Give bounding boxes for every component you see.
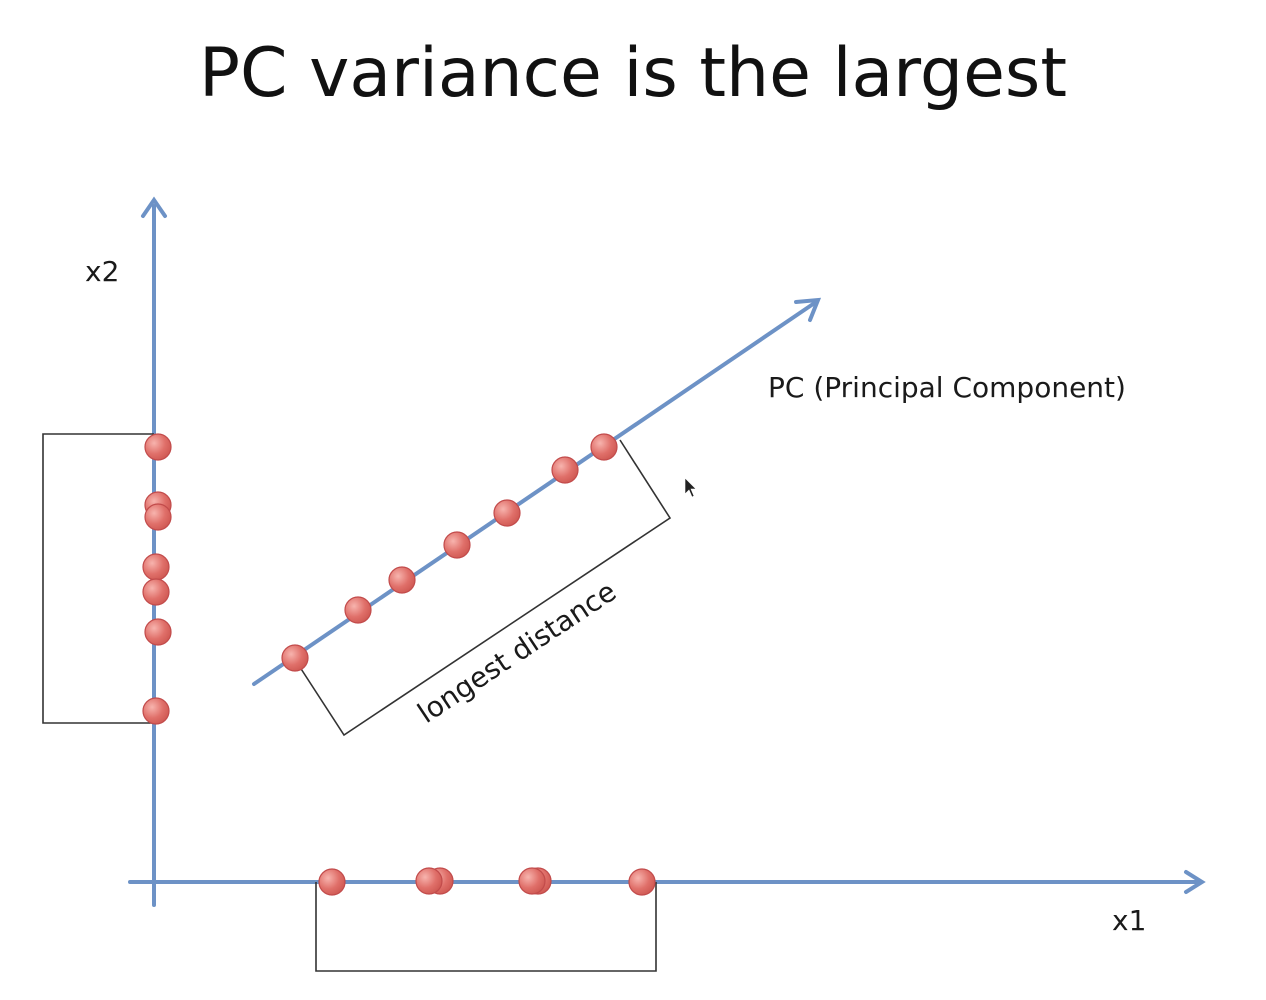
point xyxy=(590,433,618,461)
pc-axis-label: PC (Principal Component) xyxy=(768,371,1126,404)
point xyxy=(518,867,546,895)
x2-axis xyxy=(141,196,167,907)
slide-title: PC variance is the largest xyxy=(199,34,1067,113)
mouse-pointer-icon xyxy=(684,477,697,498)
point xyxy=(388,566,416,594)
point xyxy=(281,644,309,672)
x1-projected-points xyxy=(318,867,656,896)
pc-range-bracket xyxy=(293,439,672,737)
x2-range-bracket xyxy=(42,433,154,724)
x2-projected-points xyxy=(142,433,172,725)
point xyxy=(415,867,443,895)
point xyxy=(318,868,346,896)
point xyxy=(628,868,656,896)
x1-axis-label: x1 xyxy=(1112,904,1146,937)
point xyxy=(344,596,372,624)
point xyxy=(144,503,172,531)
longest-distance-label: longest distance xyxy=(412,575,622,730)
point xyxy=(142,553,170,581)
pc-axis xyxy=(252,297,822,686)
point xyxy=(493,499,521,527)
point xyxy=(443,531,471,559)
point xyxy=(142,697,170,725)
point xyxy=(144,433,172,461)
x2-axis-label: x2 xyxy=(85,255,119,288)
point xyxy=(142,578,170,606)
x1-axis xyxy=(128,870,1206,894)
point xyxy=(144,618,172,646)
pc-projected-points xyxy=(281,433,618,672)
x1-range-bracket xyxy=(315,882,657,972)
point xyxy=(551,456,579,484)
